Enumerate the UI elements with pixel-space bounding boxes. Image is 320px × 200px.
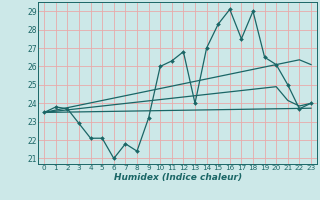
X-axis label: Humidex (Indice chaleur): Humidex (Indice chaleur)	[114, 173, 242, 182]
